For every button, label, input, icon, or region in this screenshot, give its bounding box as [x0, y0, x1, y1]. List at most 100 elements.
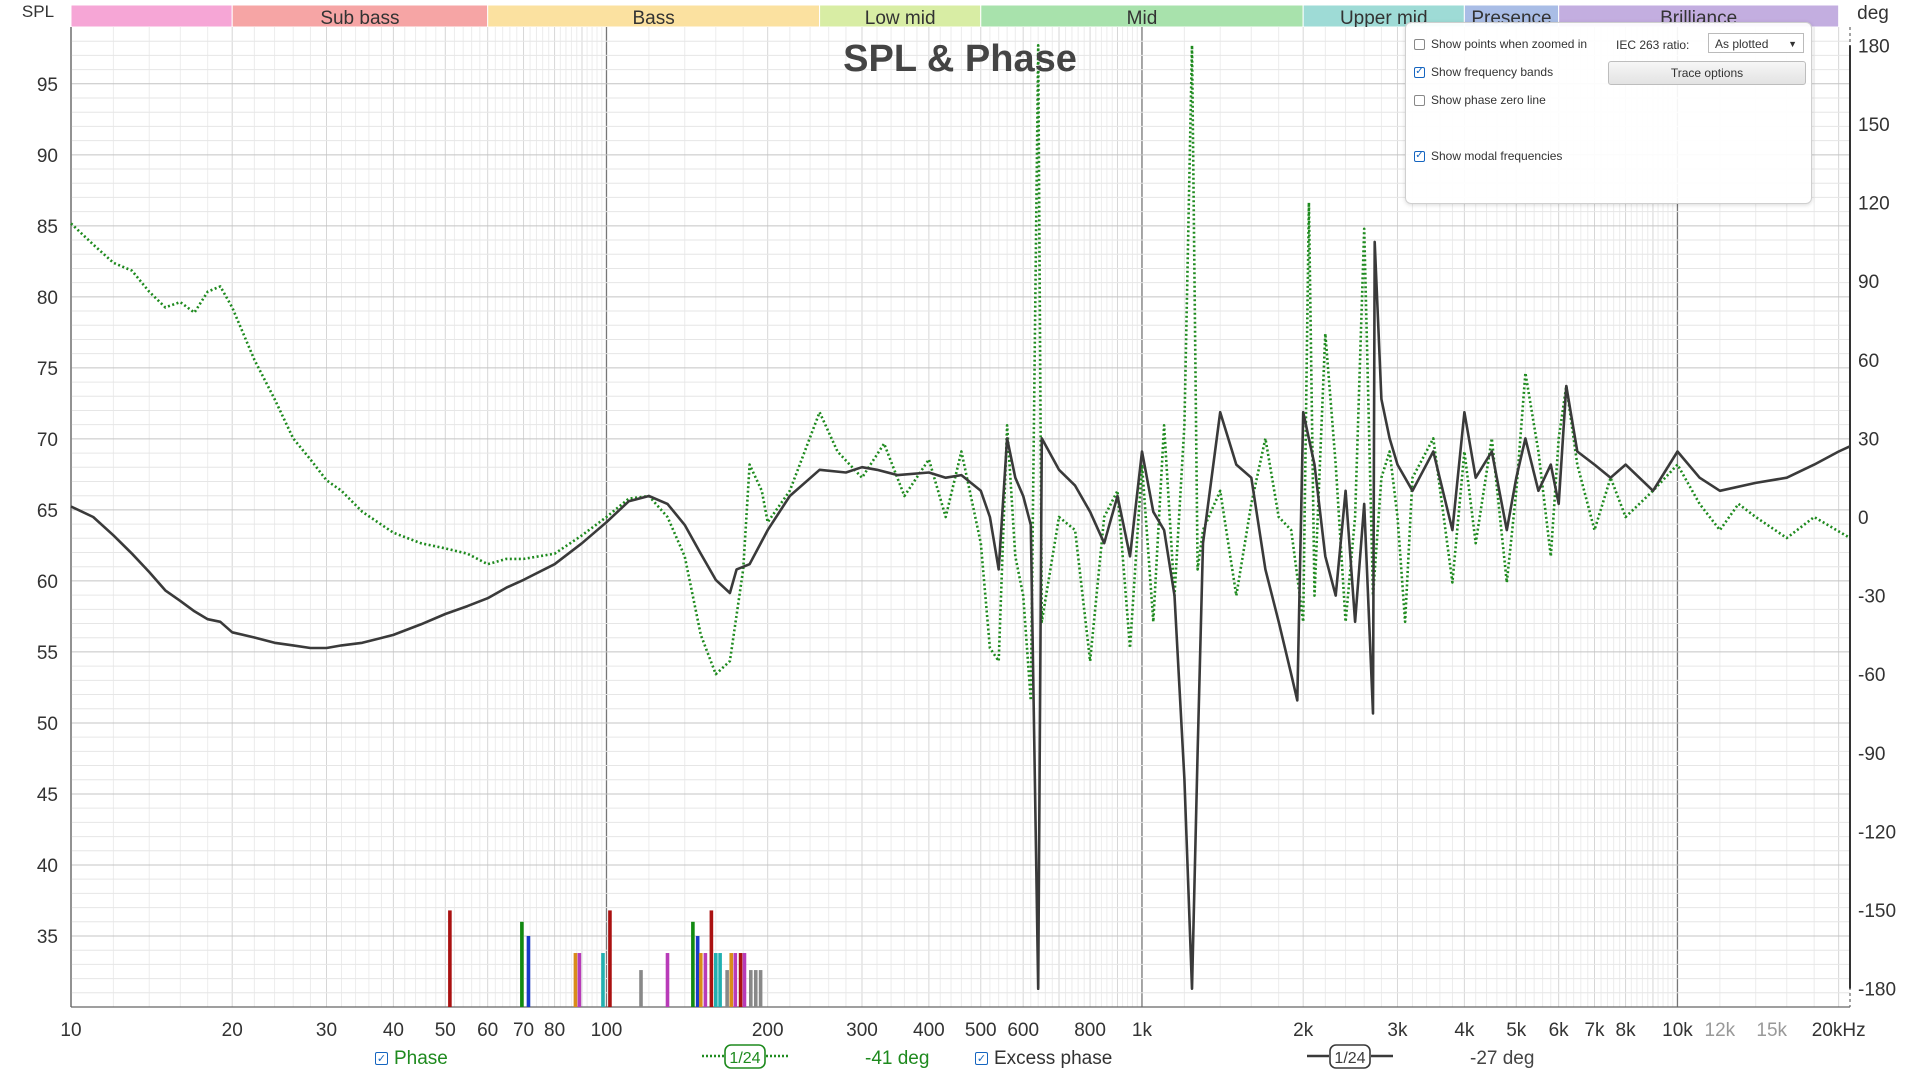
show-modal-label: Show modal frequencies — [1431, 149, 1563, 163]
y-tick-7: 70 — [37, 430, 58, 451]
y2-tick-1: 150 — [1858, 115, 1890, 136]
axis-ticks: 10 20 30 40 50 60 70 80 100 200 300 400 500 600 800 1k 2… — [37, 36, 1896, 1041]
show-bands-option[interactable]: ✓ Show frequency bands — [1414, 65, 1553, 79]
show-phase-zero-option[interactable]: Show phase zero line — [1414, 93, 1546, 107]
y-tick-0: 35 — [37, 927, 58, 948]
x-tick-19: 5k — [1506, 1020, 1527, 1041]
x-tick-8: 100 — [591, 1020, 623, 1041]
show-modal-option[interactable]: ✓ Show modal frequencies — [1414, 149, 1562, 163]
modal-bar-21 — [749, 970, 753, 1007]
x-tick-5: 60 — [477, 1020, 498, 1041]
iec-ratio-select[interactable]: As plotted ▼ — [1708, 33, 1804, 53]
modal-bar-13 — [709, 910, 714, 1007]
excess-smoothing-control[interactable]: 1/24 — [1305, 1042, 1395, 1070]
y2-tick-6: 0 — [1858, 508, 1869, 529]
y-tick-1: 40 — [37, 856, 58, 877]
series-phase — [70, 44, 1851, 702]
x-tick-26: 20kHz — [1812, 1020, 1866, 1041]
y2-tick-4: 60 — [1858, 351, 1879, 372]
trace-options-button[interactable]: Trace options — [1608, 61, 1806, 85]
modal-bar-5 — [601, 953, 605, 1007]
x-tick-1: 20 — [222, 1020, 243, 1041]
modal-bar-7 — [639, 970, 643, 1007]
x-tick-14: 800 — [1074, 1020, 1106, 1041]
graph-options-panel: Show points when zoomed in ✓ Show freque… — [1405, 22, 1812, 204]
legend-phase[interactable]: ✓ Phase — [375, 1047, 448, 1071]
show-phase-zero-label: Show phase zero line — [1431, 93, 1546, 107]
phase-smoothing-control[interactable]: 1/24 — [700, 1042, 790, 1070]
phase-checkbox[interactable]: ✓ — [375, 1052, 388, 1066]
y2-tick-8: -60 — [1858, 665, 1885, 686]
show-points-option[interactable]: Show points when zoomed in — [1414, 37, 1587, 51]
modal-bar-14 — [713, 953, 718, 1007]
excess-phase-label: Excess phase — [994, 1048, 1113, 1069]
y-tick-10: 85 — [37, 217, 58, 238]
x-tick-25: 15k — [1756, 1020, 1787, 1041]
y-tick-6: 65 — [37, 501, 58, 522]
x-tick-11: 400 — [913, 1020, 945, 1041]
y2-tick-0: 180 — [1858, 36, 1890, 57]
excess-smoothing-value: 1/24 — [1334, 1050, 1365, 1067]
phase-smoothing-value: 1/24 — [729, 1050, 760, 1067]
band-label-1: Sub bass — [320, 8, 399, 29]
modal-bar-4 — [577, 953, 582, 1007]
modal-bar-3 — [573, 953, 578, 1007]
x-tick-18: 4k — [1454, 1020, 1475, 1041]
excess-phase-checkbox[interactable]: ✓ — [975, 1052, 988, 1066]
iec-ratio-value: As plotted — [1715, 37, 1769, 51]
show-bands-label: Show frequency bands — [1431, 65, 1554, 79]
excess-smoothing-box — [1329, 1044, 1371, 1069]
y2-tick-9: -90 — [1858, 744, 1885, 765]
y-tick-8: 75 — [37, 359, 58, 380]
modal-bar-2 — [526, 935, 531, 1007]
modal-bar-17 — [729, 953, 734, 1007]
y-axis-label-left: SPL — [22, 2, 54, 21]
x-tick-15: 1k — [1132, 1020, 1153, 1041]
modal-bar-19 — [738, 953, 743, 1007]
chart-title: SPL & Phase — [843, 38, 1077, 80]
band-label-2: Bass — [633, 8, 675, 29]
y-tick-2: 45 — [37, 785, 58, 806]
dropdown-arrow-icon: ▼ — [1788, 39, 1797, 49]
y-tick-9: 80 — [37, 288, 58, 309]
y-axis-label-right: deg — [1857, 3, 1889, 24]
x-tick-16: 2k — [1293, 1020, 1314, 1041]
modal-bar-20 — [742, 953, 747, 1007]
y2-tick-3: 90 — [1858, 272, 1879, 293]
modal-bar-12 — [703, 953, 708, 1007]
band-label-4: Mid — [1127, 8, 1158, 29]
y2-tick-7: -30 — [1858, 587, 1885, 608]
iec-ratio-label: IEC 263 ratio: — [1616, 38, 1690, 52]
excess-phase-value: -27 deg — [1470, 1048, 1535, 1069]
y-tick-12: 95 — [37, 75, 58, 96]
x-tick-7: 80 — [544, 1020, 565, 1041]
x-tick-13: 600 — [1007, 1020, 1039, 1041]
x-tick-22: 8k — [1616, 1020, 1637, 1041]
modal-bar-10 — [695, 935, 700, 1007]
phase-label: Phase — [394, 1048, 448, 1069]
show-bands-checkbox[interactable]: ✓ — [1414, 66, 1425, 78]
phase-smoothing-box — [724, 1044, 766, 1069]
x-tick-0: 10 — [60, 1020, 81, 1041]
modal-bar-8 — [665, 953, 670, 1007]
x-tick-24: 12k — [1705, 1020, 1736, 1041]
modal-bar-1 — [520, 921, 524, 1007]
show-modal-checkbox[interactable]: ✓ — [1414, 150, 1425, 162]
modal-bar-18 — [733, 953, 738, 1007]
show-points-label: Show points when zoomed in — [1431, 37, 1588, 51]
band-0 — [70, 4, 233, 28]
modal-bar-6 — [608, 910, 612, 1007]
x-tick-23: 10k — [1662, 1020, 1693, 1041]
modal-bar-0 — [448, 910, 452, 1007]
x-tick-17: 3k — [1387, 1020, 1408, 1041]
y2-tick-2: 120 — [1858, 194, 1890, 215]
y2-tick-5: 30 — [1858, 429, 1879, 450]
x-tick-20: 6k — [1549, 1020, 1570, 1041]
x-tick-9: 200 — [752, 1020, 784, 1041]
show-phase-zero-checkbox[interactable] — [1414, 94, 1425, 106]
y-tick-3: 50 — [37, 714, 58, 735]
phase-value: -41 deg — [865, 1048, 930, 1069]
legend-excess-phase[interactable]: ✓ Excess phase — [975, 1047, 1112, 1071]
series-lines — [70, 44, 1851, 990]
show-points-checkbox[interactable] — [1414, 38, 1425, 50]
